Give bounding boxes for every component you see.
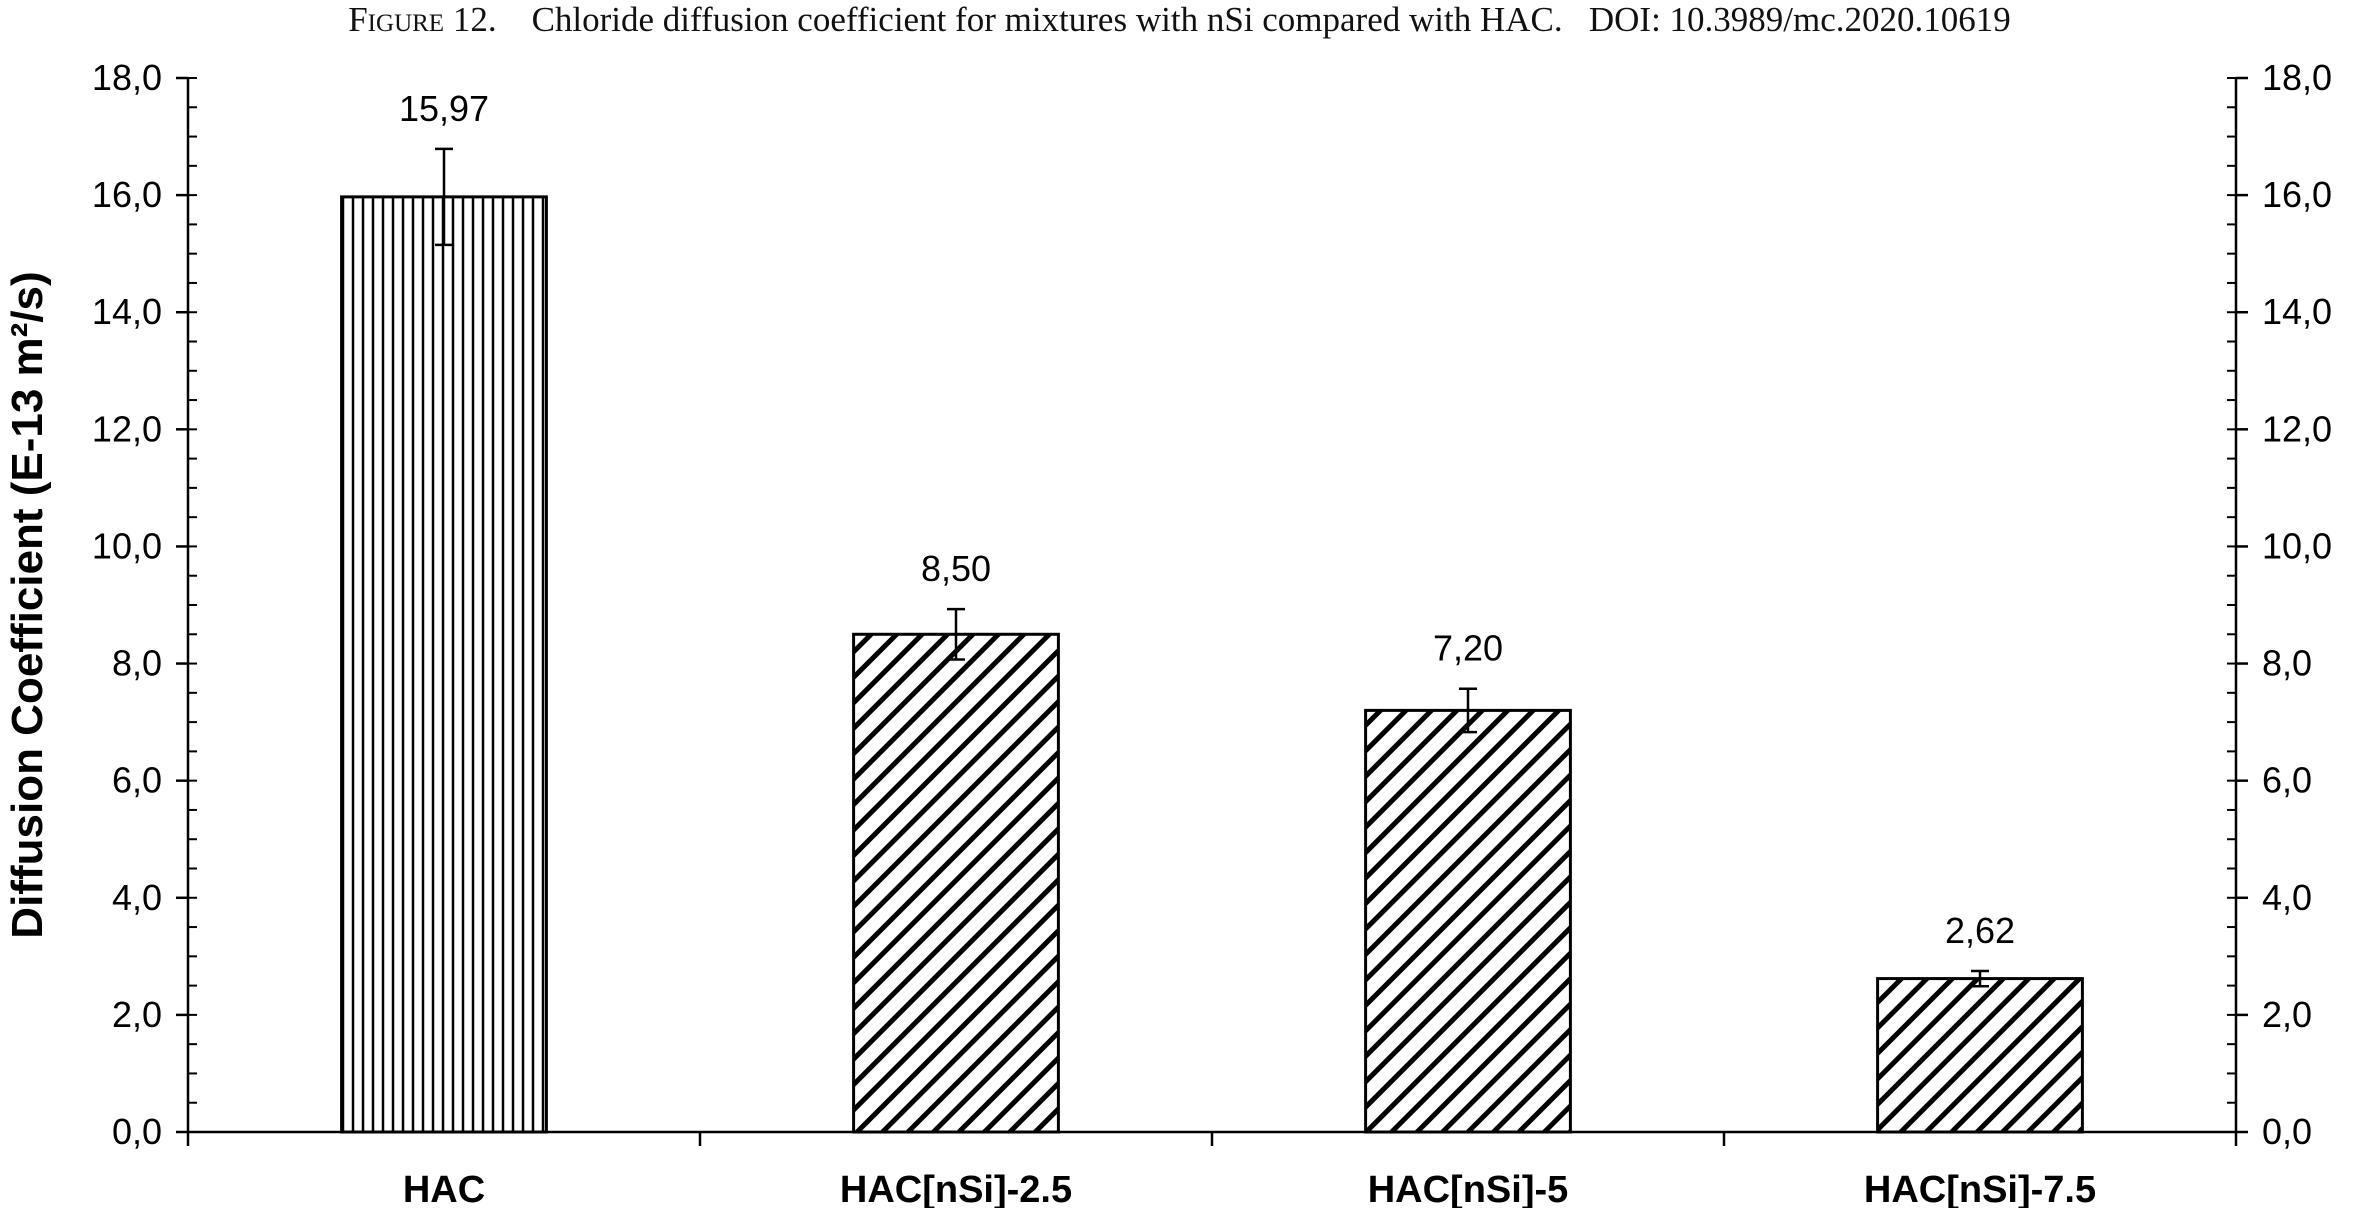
- x-category-label: HAC: [403, 1169, 485, 1208]
- y-tick-label-left: 4,0: [112, 877, 162, 918]
- x-category-label: HAC[nSi]-7.5: [1864, 1169, 2096, 1208]
- bar: [1364, 708, 1572, 1134]
- figure-label: Figure 12.: [348, 0, 497, 39]
- data-label: 2,62: [1945, 910, 2015, 951]
- y-tick-label-left: 2,0: [112, 994, 162, 1035]
- y-tick-label-right: 6,0: [2262, 760, 2312, 801]
- bar: [1876, 977, 2084, 1134]
- y-tick-label-left: 18,0: [92, 57, 162, 98]
- data-label: 7,20: [1433, 628, 1503, 669]
- x-category-label: HAC[nSi]-5: [1368, 1169, 1569, 1208]
- caption-text: Chloride diffusion coefficient for mixtu…: [531, 0, 1563, 39]
- y-tick-label-right: 8,0: [2262, 643, 2312, 684]
- y-tick-label-right: 2,0: [2262, 994, 2312, 1035]
- y-axis-title: Diffusion Coefficient (E-13 m²/s): [3, 271, 52, 938]
- x-category-label: HAC[nSi]-2.5: [840, 1169, 1072, 1208]
- y-tick-label-right: 14,0: [2262, 291, 2332, 332]
- y-tick-label-left: 0,0: [112, 1111, 162, 1152]
- y-tick-label-right: 18,0: [2262, 57, 2332, 98]
- y-tick-label-right: 10,0: [2262, 525, 2332, 566]
- data-label: 8,50: [921, 548, 991, 589]
- y-tick-label-left: 8,0: [112, 643, 162, 684]
- figure-caption: Figure 12. Chloride diffusion coefficien…: [0, 0, 2359, 50]
- y-tick-label-left: 10,0: [92, 525, 162, 566]
- caption-doi: DOI: 10.3989/mc.2020.10619: [1588, 0, 2011, 39]
- y-tick-label-right: 0,0: [2262, 1111, 2312, 1152]
- data-label: 15,97: [399, 88, 489, 129]
- bar: [852, 632, 1060, 1134]
- labels: 0,0 0,0 2,0 2,0 4,0 4,0 6,0 6,0 8,0 8,0 10,0 10,0 12…: [3, 57, 2332, 1208]
- y-tick-label-right: 12,0: [2262, 408, 2332, 449]
- y-tick-label-right: 4,0: [2262, 877, 2312, 918]
- y-tick-label-left: 6,0: [112, 760, 162, 801]
- y-tick-label-left: 12,0: [92, 408, 162, 449]
- y-tick-label-left: 14,0: [92, 291, 162, 332]
- y-tick-label-right: 16,0: [2262, 174, 2332, 215]
- y-tick-label-left: 16,0: [92, 174, 162, 215]
- bars: [340, 147, 2084, 1134]
- bar: [340, 195, 548, 1134]
